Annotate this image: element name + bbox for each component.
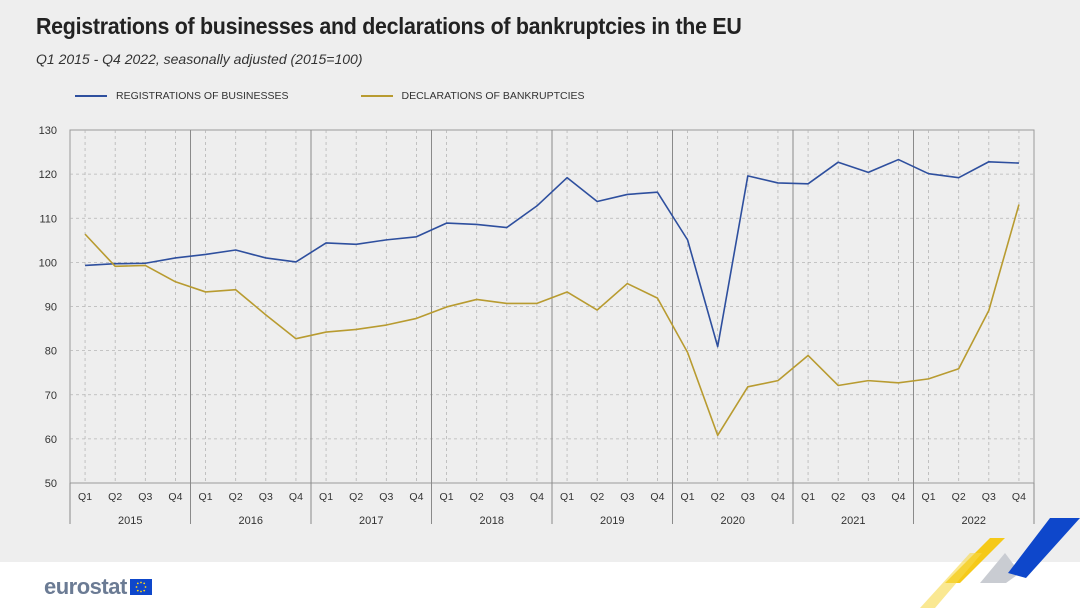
x-tick-label-quarter: Q3: [620, 491, 634, 503]
y-tick-label: 70: [45, 390, 57, 402]
legend-label-registrations: REGISTRATIONS OF BUSINESSES: [116, 90, 289, 102]
y-tick-label: 110: [39, 213, 57, 225]
x-tick-label-quarter: Q1: [560, 491, 574, 503]
chart-legend: REGISTRATIONS OF BUSINESSES DECLARATIONS…: [75, 90, 657, 102]
x-tick-label-year: 2018: [480, 515, 504, 527]
x-tick-label-year: 2022: [962, 515, 986, 527]
x-tick-label-quarter: Q2: [470, 491, 484, 503]
footer: [0, 562, 1080, 608]
axis-layer: 50 60 70 80 90 100 110 120 130 Q1 Q2 Q3 Q4 Q1 Q2 Q3 Q4 Q1…: [39, 125, 1035, 527]
chart-title: Registrations of businesses and declarat…: [36, 13, 742, 39]
x-tick-label-quarter: Q1: [78, 491, 92, 503]
legend-label-bankruptcies: DECLARATIONS OF BANKRUPTCIES: [401, 90, 585, 102]
x-tick-label-year: 2015: [118, 515, 142, 527]
x-tick-label-quarter: Q1: [319, 491, 333, 503]
x-tick-label-quarter: Q3: [741, 491, 755, 503]
x-tick-label-quarter: Q4: [409, 491, 423, 503]
x-tick-label-year: 2016: [239, 515, 263, 527]
x-tick-label-quarter: Q4: [1012, 491, 1026, 503]
chart-subtitle: Q1 2015 - Q4 2022, seasonally adjusted (…: [36, 51, 363, 67]
x-tick-label-quarter: Q4: [289, 491, 303, 503]
legend-item-bankruptcies: DECLARATIONS OF BANKRUPTCIES: [360, 90, 585, 102]
grid-layer: [69, 129, 1035, 484]
y-tick-label: 130: [39, 125, 57, 137]
x-tick-label-quarter: Q1: [801, 491, 815, 503]
x-tick-label-quarter: Q2: [831, 491, 845, 503]
y-tick-label: 50: [45, 478, 57, 490]
x-tick-label-quarter: Q2: [952, 491, 966, 503]
x-tick-label-year: 2019: [600, 515, 624, 527]
x-tick-label-quarter: Q2: [108, 491, 122, 503]
x-tick-label-quarter: Q2: [590, 491, 604, 503]
x-tick-label-quarter: Q3: [259, 491, 273, 503]
x-tick-label-quarter: Q1: [199, 491, 213, 503]
legend-item-registrations: REGISTRATIONS OF BUSINESSES: [75, 90, 289, 102]
y-tick-label: 60: [45, 434, 57, 446]
eurostat-logo[interactable]: eurostat: [44, 574, 152, 600]
x-tick-label-quarter: Q4: [771, 491, 785, 503]
series-layer: [84, 158, 1020, 437]
x-tick-label-quarter: Q3: [379, 491, 393, 503]
x-tick-label-quarter: Q3: [861, 491, 875, 503]
logo-text: eurostat: [44, 574, 127, 599]
corner-logo-graphic: [920, 518, 1080, 608]
x-tick-label-quarter: Q3: [138, 491, 152, 503]
legend-swatch-bankruptcies: [360, 95, 393, 97]
x-tick-label-quarter: Q2: [711, 491, 725, 503]
eu-flag-icon: [129, 579, 152, 595]
x-tick-label-quarter: Q1: [681, 491, 695, 503]
x-tick-label-quarter: Q3: [982, 491, 996, 503]
x-tick-label-year: 2021: [841, 515, 865, 527]
x-tick-label-year: 2017: [359, 515, 383, 527]
y-tick-label: 100: [39, 257, 57, 269]
y-tick-label: 90: [45, 302, 57, 314]
x-tick-label-quarter: Q1: [922, 491, 936, 503]
series-line-registrations: [85, 158, 1019, 348]
x-tick-label-quarter: Q4: [168, 491, 182, 503]
x-tick-label-quarter: Q4: [530, 491, 544, 503]
x-tick-label-quarter: Q2: [229, 491, 243, 503]
x-tick-label-quarter: Q4: [891, 491, 905, 503]
x-tick-label-quarter: Q1: [440, 491, 454, 503]
x-tick-label-quarter: Q3: [500, 491, 514, 503]
y-tick-label: 120: [39, 169, 57, 181]
x-tick-label-year: 2020: [721, 515, 745, 527]
x-tick-label-quarter: Q2: [349, 491, 363, 503]
line-chart: 50 60 70 80 90 100 110 120 130 Q1 Q2 Q3 Q4 Q1 Q2 Q3 Q4 Q1…: [39, 125, 1035, 527]
y-tick-label: 80: [45, 346, 57, 358]
legend-swatch-registrations: [75, 95, 107, 97]
series-line-bankruptcies: [84, 204, 1020, 437]
x-tick-label-quarter: Q4: [650, 491, 664, 503]
